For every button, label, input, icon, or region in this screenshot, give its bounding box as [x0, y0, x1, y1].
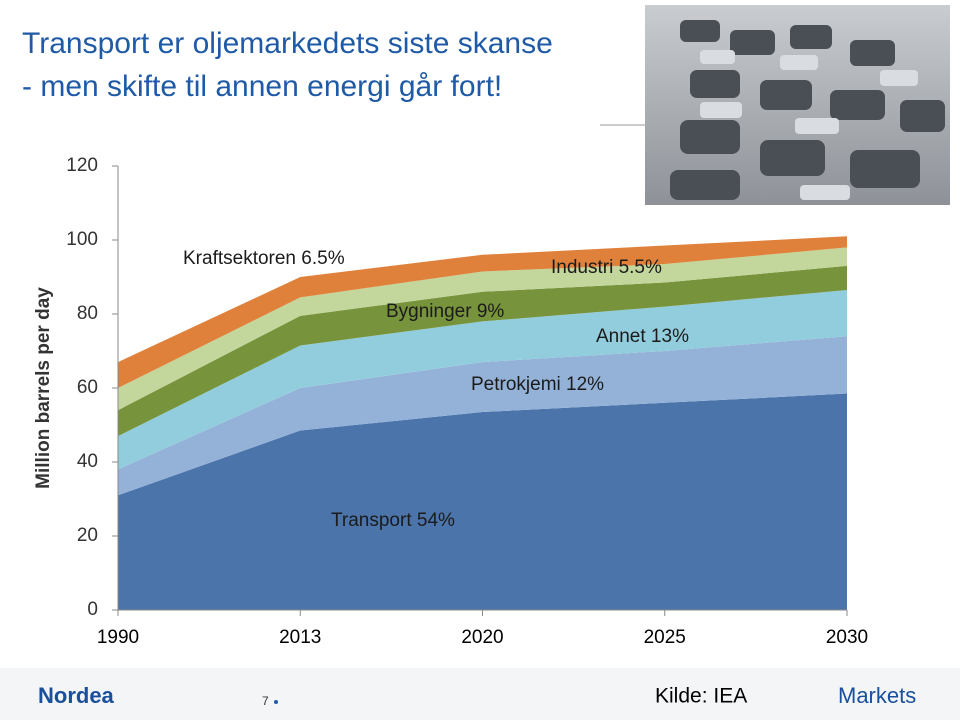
x-tick-label: 2030 — [826, 627, 868, 648]
series-label: Petrokjemi 12% — [471, 374, 604, 395]
area — [118, 289, 847, 470]
series-label: Bygninger 9% — [386, 301, 504, 322]
x-tick-label: 2025 — [644, 627, 686, 648]
logo: Nordea — [38, 683, 115, 708]
bullet — [274, 700, 278, 704]
area — [118, 336, 847, 496]
footer: Nordea 7 Kilde: IEA Markets — [0, 668, 960, 720]
series-label: Industri 5.5% — [551, 257, 662, 278]
x-tick-label: 1990 — [97, 627, 139, 648]
y-tick-label: 80 — [77, 303, 98, 324]
y-axis-label: Million barrels per day — [33, 287, 54, 489]
series-label: Kraftsektoren 6.5% — [183, 248, 345, 269]
x-tick-label: 2013 — [279, 627, 321, 648]
x-tick-label: 2020 — [461, 627, 503, 648]
y-tick-label: 20 — [77, 525, 98, 546]
source: Kilde: IEA — [655, 685, 747, 708]
page-number: 7 — [262, 694, 269, 708]
title-line: - men skifte til annen energi går fort! — [22, 70, 502, 103]
y-tick-label: 100 — [66, 229, 98, 250]
plot: Transport 54% Petrokjemi 12% Annet 13% Bygn… — [66, 155, 868, 648]
area — [118, 265, 847, 437]
area — [118, 236, 847, 388]
y-tick-label: 0 — [87, 599, 98, 620]
area — [118, 247, 847, 411]
area — [118, 393, 847, 610]
series-label: Transport 54% — [331, 510, 455, 531]
y-tick-label: 60 — [77, 377, 98, 398]
brand: Markets — [838, 683, 916, 708]
y-tick-label: 120 — [66, 155, 98, 176]
traffic-photo — [645, 5, 950, 205]
y-tick-label: 40 — [77, 451, 98, 472]
title-line: Transport er oljemarkedets siste skanse — [22, 27, 553, 60]
footer-band — [0, 668, 960, 720]
series-label: Annet 13% — [596, 326, 689, 347]
